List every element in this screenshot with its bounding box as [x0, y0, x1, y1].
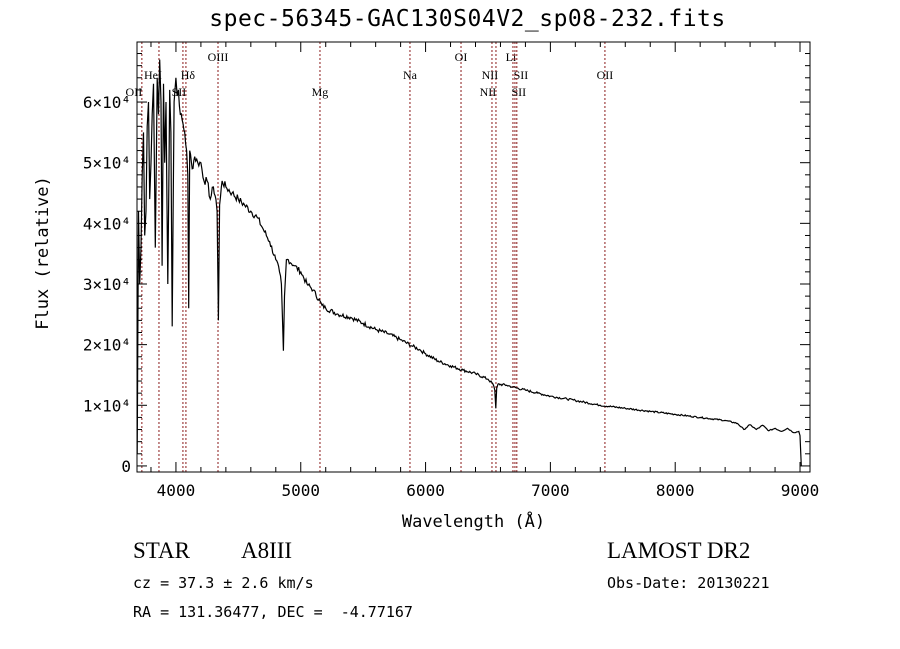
emission-line-label: NII	[480, 85, 497, 99]
y-axis-label: Flux (relative)	[33, 176, 53, 330]
y-tick-label: 5×10⁴	[83, 154, 131, 173]
y-tick-label: 6×10⁴	[83, 93, 131, 112]
emission-line-label: SII	[514, 68, 529, 82]
x-tick-label: 7000	[531, 481, 570, 500]
emission-line-label: Hδ	[181, 68, 196, 82]
y-tick-label: 4×10⁴	[83, 214, 131, 233]
redshift-text: cz = 37.3 ± 2.6 km/s	[133, 574, 314, 592]
emission-line-label: OI	[455, 50, 468, 64]
spectrum-line	[136, 59, 802, 466]
y-tick-label: 0	[121, 457, 131, 476]
y-tick-label: 1×10⁴	[83, 396, 131, 415]
plot-frame	[136, 41, 811, 473]
survey-label: LAMOST DR2	[607, 538, 751, 563]
emission-line-label: SII	[511, 85, 526, 99]
coordinates-text: RA = 131.36477, DEC = -4.77167	[133, 603, 413, 621]
emission-line-label: NII	[482, 68, 499, 82]
object-subclass: A8III	[241, 538, 293, 563]
object-type: STAR	[133, 538, 190, 563]
emission-line-label: OIII	[208, 50, 229, 64]
y-tick-label: 2×10⁴	[83, 336, 131, 355]
x-tick-label: 6000	[406, 481, 445, 500]
x-tick-label: 8000	[656, 481, 695, 500]
emission-line-label: OII	[597, 68, 614, 82]
chart-title: spec-56345-GAC130S04V2_sp08-232.fits	[209, 6, 726, 32]
emission-line-label: Mg	[312, 85, 329, 99]
emission-line-label: Li	[506, 50, 517, 64]
x-tick-label: 5000	[281, 481, 320, 500]
emission-line-label: Na	[403, 68, 418, 82]
x-axis-label: Wavelength (Å)	[402, 510, 545, 532]
emission-line-label: OII	[126, 85, 143, 99]
x-tick-label: 9000	[781, 481, 820, 500]
obs-date-text: Obs-Date: 20130221	[607, 574, 770, 592]
y-tick-label: 3×10⁴	[83, 275, 131, 294]
x-tick-label: 4000	[157, 481, 196, 500]
